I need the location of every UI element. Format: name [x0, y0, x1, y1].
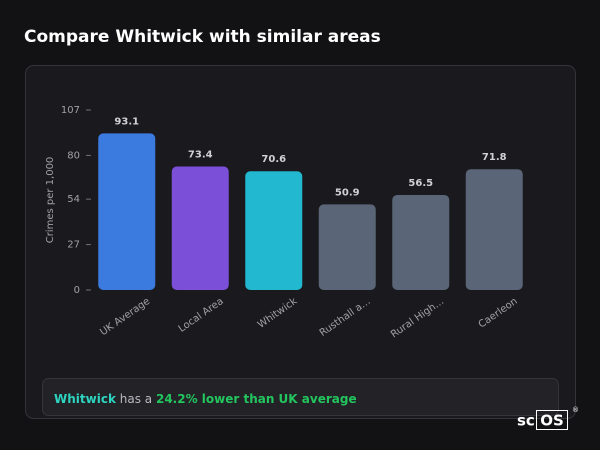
value-label: 93.1 — [114, 116, 139, 127]
bar — [318, 204, 376, 290]
bar — [465, 169, 523, 290]
summary-text: has a — [120, 392, 152, 406]
value-label: 70.6 — [261, 154, 286, 165]
bar — [245, 171, 303, 290]
y-tick-label: 80 — [67, 150, 80, 161]
bar — [392, 194, 450, 290]
y-tick-label: 107 — [61, 105, 80, 116]
page-title: Compare Whitwick with similar areas — [24, 27, 381, 47]
y-tick-label: 54 — [67, 194, 80, 205]
y-tick-label: 0 — [74, 285, 80, 296]
y-axis-label: Crimes per 1,000 — [45, 157, 56, 244]
bar — [171, 166, 229, 290]
summary-box — [42, 378, 559, 416]
value-label: 50.9 — [335, 187, 360, 198]
logo-box — [536, 410, 568, 430]
value-label: 73.4 — [188, 150, 213, 161]
summary: Whitwick has a 24.2% lower than UK avera… — [54, 392, 357, 406]
summary-highlight: 24.2% lower than UK average — [156, 392, 357, 406]
logo-mark: ® — [572, 406, 579, 414]
bar — [98, 133, 156, 290]
logo-boxed: OS — [540, 412, 564, 430]
value-label: 56.5 — [408, 178, 433, 189]
logo-prefix: sc — [517, 412, 535, 430]
y-tick-label: 27 — [67, 240, 80, 251]
value-label: 71.8 — [482, 152, 507, 163]
summary-area: Whitwick — [54, 392, 117, 406]
